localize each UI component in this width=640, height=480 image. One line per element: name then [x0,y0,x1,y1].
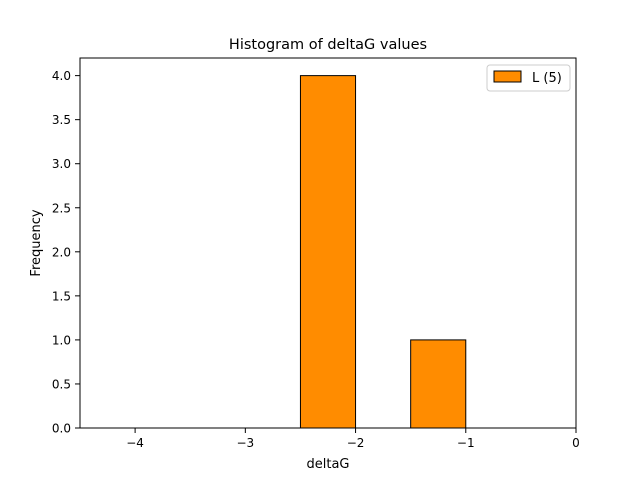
bars-layer [299,75,467,429]
y-axis-ticks: 0.0 0.5 1.0 1.5 2.0 2.5 3.0 3.5 4.0 [52,69,80,436]
legend-label: L (5) [532,71,562,86]
x-tick-label: −4 [126,436,144,450]
chart-title: Histogram of deltaG values [229,37,427,53]
y-tick-label: 2.5 [52,201,71,215]
x-axis-label: deltaG [307,457,350,472]
y-tick-label: 4.0 [52,69,71,83]
x-tick-label: −1 [457,436,475,450]
y-tick-label: 1.0 [52,333,71,347]
x-axis-ticks: −4 −3 −2 −1 0 [126,428,580,450]
histogram-bar [299,75,357,429]
legend-swatch [493,70,522,83]
y-tick-label: 3.5 [52,113,71,127]
legend: L (5) [486,64,571,92]
y-tick-label: 0.5 [52,377,71,391]
x-tick-label: −3 [236,436,254,450]
x-tick-label: −2 [347,436,365,450]
y-tick-label: 0.0 [52,422,71,436]
histogram-bar [410,339,467,429]
y-axis-label: Frequency [29,209,44,276]
y-tick-label: 3.0 [52,157,71,171]
y-tick-label: 2.0 [52,245,71,259]
plot-frame [79,57,577,429]
x-tick-label: 0 [572,436,580,450]
y-tick-label: 1.5 [52,289,71,303]
